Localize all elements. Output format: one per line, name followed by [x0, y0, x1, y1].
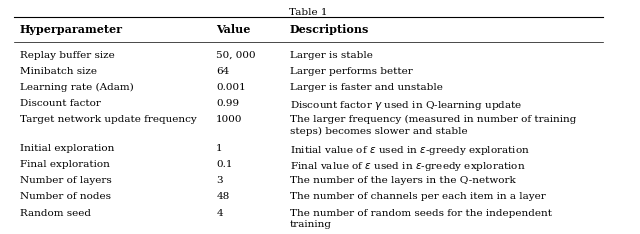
Text: 1: 1	[216, 144, 223, 153]
Text: Final exploration: Final exploration	[20, 160, 109, 169]
Text: The larger frequency (measured in number of training
steps) becomes slower and s: The larger frequency (measured in number…	[290, 115, 576, 136]
Text: Descriptions: Descriptions	[290, 24, 369, 35]
Text: 1000: 1000	[216, 115, 243, 124]
Text: Table 1: Table 1	[289, 8, 328, 17]
Text: 3: 3	[216, 176, 223, 185]
Text: The number of channels per each item in a layer: The number of channels per each item in …	[290, 193, 545, 201]
Text: 4: 4	[216, 208, 223, 218]
Text: Final value of $\epsilon$ used in $\epsilon$-greedy exploration: Final value of $\epsilon$ used in $\epsi…	[290, 160, 525, 173]
Text: Discount factor $\gamma$ used in Q-learning update: Discount factor $\gamma$ used in Q-learn…	[290, 99, 522, 112]
Text: 0.99: 0.99	[216, 99, 239, 108]
Text: 64: 64	[216, 67, 230, 76]
Text: Value: Value	[216, 24, 251, 35]
Text: Replay buffer size: Replay buffer size	[20, 51, 115, 60]
Text: 48: 48	[216, 193, 230, 201]
Text: Larger is stable: Larger is stable	[290, 51, 372, 60]
Text: Initial exploration: Initial exploration	[20, 144, 114, 153]
Text: The number of random seeds for the independent
training: The number of random seeds for the indep…	[290, 208, 552, 229]
Text: Minibatch size: Minibatch size	[20, 67, 97, 76]
Text: Number of nodes: Number of nodes	[20, 193, 111, 201]
Text: Target network update frequency: Target network update frequency	[20, 115, 196, 124]
Text: The number of the layers in the Q-network: The number of the layers in the Q-networ…	[290, 176, 516, 185]
Text: Discount factor: Discount factor	[20, 99, 100, 108]
Text: Initial value of $\epsilon$ used in $\epsilon$-greedy exploration: Initial value of $\epsilon$ used in $\ep…	[290, 144, 530, 157]
Text: Hyperparameter: Hyperparameter	[20, 24, 123, 35]
Text: Larger performs better: Larger performs better	[290, 67, 413, 76]
Text: Random seed: Random seed	[20, 208, 91, 218]
Text: Larger is faster and unstable: Larger is faster and unstable	[290, 83, 443, 92]
Text: 0.1: 0.1	[216, 160, 233, 169]
Text: Learning rate (Adam): Learning rate (Adam)	[20, 83, 134, 92]
Text: Number of layers: Number of layers	[20, 176, 111, 185]
Text: 0.001: 0.001	[216, 83, 246, 92]
Text: 50, 000: 50, 000	[216, 51, 256, 60]
